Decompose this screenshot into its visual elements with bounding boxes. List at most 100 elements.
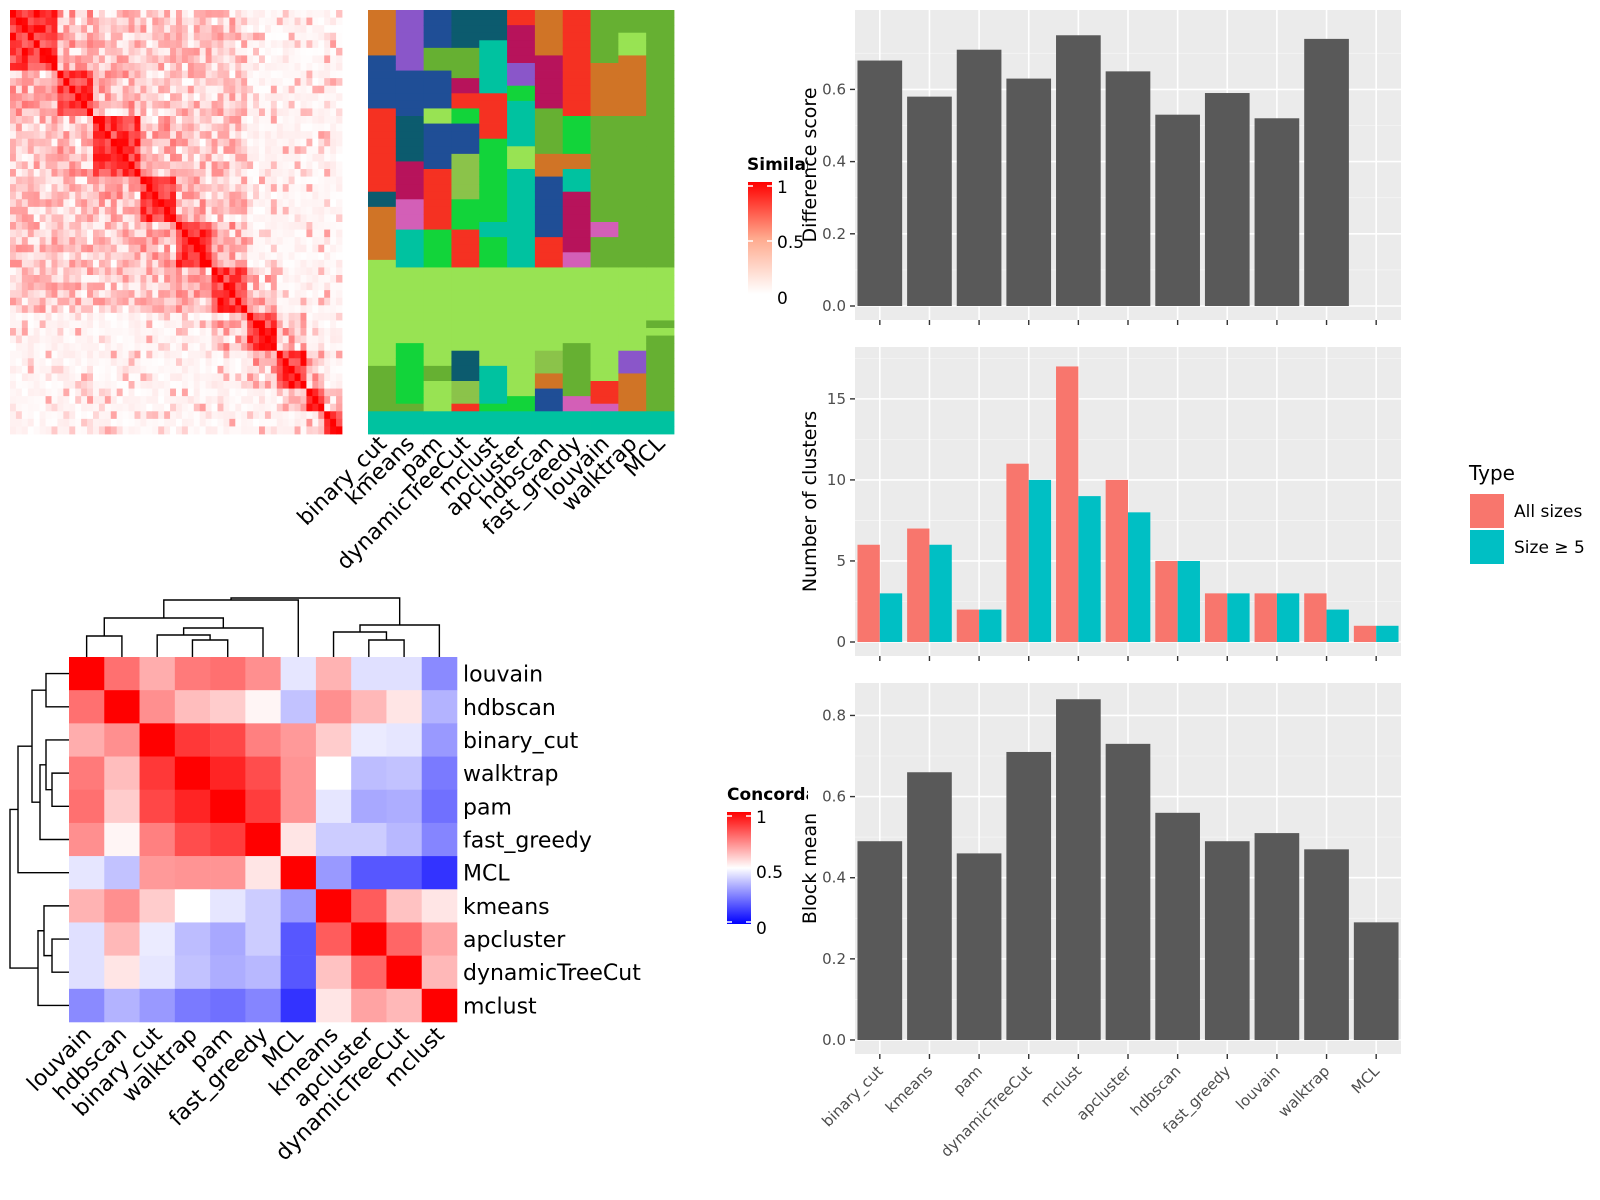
similarity-cell <box>27 146 35 155</box>
cluster-cell <box>562 93 591 102</box>
similarity-cell <box>205 373 212 382</box>
similarity-cell <box>104 305 112 314</box>
similarity-cell <box>33 388 41 397</box>
concordance-cell <box>351 889 387 923</box>
similarity-cell <box>270 358 278 367</box>
similarity-cell <box>140 176 147 185</box>
cluster-cell <box>562 312 591 321</box>
similarity-cell <box>170 305 177 314</box>
similarity-cell <box>193 40 201 49</box>
similarity-cell <box>294 305 301 314</box>
similarity-cell <box>176 108 183 117</box>
similarity-cell <box>164 199 171 208</box>
cluster-cell <box>646 350 675 359</box>
concordance-cell <box>245 856 281 890</box>
similarity-cell <box>282 108 290 117</box>
similarity-cell <box>69 47 76 56</box>
similarity-cell <box>152 116 159 124</box>
similarity-cell <box>158 396 165 405</box>
similarity-cell <box>69 214 76 223</box>
similarity-cell <box>81 259 88 268</box>
similarity-cell <box>217 214 224 223</box>
similarity-cell <box>229 10 236 18</box>
similarity-cell <box>15 328 23 336</box>
cluster-cell <box>395 373 425 382</box>
similarity-cell <box>146 100 153 109</box>
similarity-cell <box>10 411 17 420</box>
cluster-cell <box>451 70 480 79</box>
similarity-cell <box>294 290 301 299</box>
similarity-cell <box>116 358 124 367</box>
cluster-cell <box>479 116 508 124</box>
similarity-cell <box>282 350 290 359</box>
similarity-cell <box>110 373 118 382</box>
bar <box>1155 560 1178 642</box>
similarity-cell <box>152 206 159 215</box>
similarity-cell <box>152 373 159 382</box>
similarity-cell <box>199 116 207 124</box>
similarity-cell <box>87 169 94 177</box>
dendrogram-branch <box>9 808 38 969</box>
similarity-cell <box>306 169 313 177</box>
similarity-cell <box>247 184 254 193</box>
similarity-cell <box>330 55 337 64</box>
cluster-cell <box>618 199 647 208</box>
bar <box>956 609 980 642</box>
cluster-cell <box>395 161 425 170</box>
cluster-cell <box>590 222 619 230</box>
similarity-cell <box>306 116 313 124</box>
similarity-cell <box>318 275 325 283</box>
cluster-cell <box>562 25 591 34</box>
x-tick-label: kmeans <box>882 1062 937 1117</box>
similarity-cell <box>259 161 266 170</box>
similarity-cell <box>276 282 284 291</box>
dendrogram-branch <box>39 764 69 841</box>
cluster-cell <box>451 108 480 117</box>
concordance-cell <box>139 789 176 824</box>
similarity-cell <box>324 78 331 87</box>
cluster-cell <box>646 358 675 367</box>
similarity-cell <box>21 32 29 41</box>
cluster-cell <box>562 191 591 200</box>
similarity-cell <box>336 214 343 223</box>
similarity-cell <box>330 116 337 124</box>
similarity-cell <box>193 108 201 117</box>
similarity-cell <box>116 47 124 56</box>
similarity-cell <box>276 108 284 117</box>
similarity-cell <box>282 206 290 215</box>
concordance-cell <box>69 889 105 923</box>
similarity-cell <box>87 199 94 208</box>
similarity-cell <box>253 403 260 412</box>
similarity-cell <box>181 229 189 238</box>
similarity-cell <box>264 161 272 170</box>
cluster-cell <box>395 32 425 41</box>
similarity-cell <box>211 320 218 329</box>
similarity-cell <box>57 403 64 412</box>
similarity-cell <box>170 85 177 94</box>
similarity-cell <box>27 259 35 268</box>
similarity-cell <box>98 123 106 132</box>
similarity-cell <box>259 252 266 261</box>
similarity-cell <box>193 358 201 367</box>
similarity-cell <box>211 373 218 382</box>
similarity-cell <box>199 70 207 79</box>
similarity-cell <box>264 55 272 64</box>
similarity-cell <box>104 403 112 412</box>
similarity-cell <box>229 297 236 306</box>
similarity-cell <box>93 116 100 124</box>
similarity-cell <box>51 63 58 71</box>
cluster-cell <box>590 138 619 147</box>
similarity-cell <box>122 146 129 155</box>
similarity-cell <box>93 222 100 230</box>
cluster-cell <box>534 206 564 215</box>
similarity-cell <box>282 259 290 268</box>
similarity-cell <box>176 411 183 420</box>
similarity-cell <box>312 55 319 64</box>
similarity-cell <box>294 63 301 71</box>
similarity-cell <box>93 426 100 435</box>
similarity-cell <box>324 116 331 124</box>
similarity-cell <box>205 328 212 336</box>
similarity-cell <box>15 70 23 79</box>
similarity-cell <box>253 388 260 397</box>
similarity-cell <box>116 426 124 435</box>
